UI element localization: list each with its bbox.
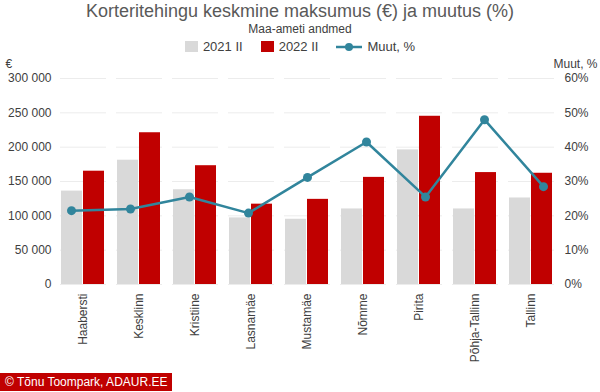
html-text:© Tõnu Toompark, ADAUR.EE: © Tõnu Toompark, ADAUR.EE: [5, 375, 168, 389]
svg-text:40%: 40%: [565, 140, 589, 154]
svg-text:250 000: 250 000: [8, 106, 52, 120]
svg-text:20%: 20%: [565, 209, 589, 223]
svg-text:€: €: [6, 57, 13, 71]
svg-text:0%: 0%: [565, 277, 583, 291]
svg-text:Haabersti: Haabersti: [76, 294, 90, 345]
svg-text:0: 0: [45, 277, 52, 291]
svg-text:Lasnamäe: Lasnamäe: [244, 293, 258, 349]
svg-text:Muut, %: Muut, %: [553, 57, 597, 71]
svg-text:Pirita: Pirita: [412, 293, 426, 321]
svg-text:Põhja-Tallinn: Põhja-Tallinn: [468, 294, 482, 363]
svg-text:150 000: 150 000: [8, 174, 52, 188]
svg-text:200 000: 200 000: [8, 140, 52, 154]
svg-text:50 000: 50 000: [15, 243, 52, 257]
svg-text:Kristiine: Kristiine: [188, 293, 202, 336]
svg-text:50%: 50%: [565, 106, 589, 120]
svg-text:300 000: 300 000: [8, 71, 52, 85]
html-text:Korteritehingu keskmine maksum: Korteritehingu keskmine maksumus (€) ja …: [85, 1, 515, 21]
svg-text:Mustamäe: Mustamäe: [300, 293, 314, 349]
html-text:Maa-ameti andmed: Maa-ameti andmed: [248, 22, 352, 36]
svg-text:Tallinn: Tallinn: [524, 294, 538, 328]
svg-text:100 000: 100 000: [8, 209, 52, 223]
html-text:Muut, %: Muut, %: [367, 38, 416, 54]
svg-text:10%: 10%: [565, 243, 589, 257]
svg-text:Nõmme: Nõmme: [356, 293, 370, 335]
html-text:2022 II: 2022 II: [278, 38, 319, 54]
svg-text:60%: 60%: [565, 71, 589, 85]
svg-text:Kesklinn: Kesklinn: [132, 294, 146, 339]
svg-text:30%: 30%: [565, 174, 589, 188]
html-text:2021 II: 2021 II: [202, 38, 243, 54]
